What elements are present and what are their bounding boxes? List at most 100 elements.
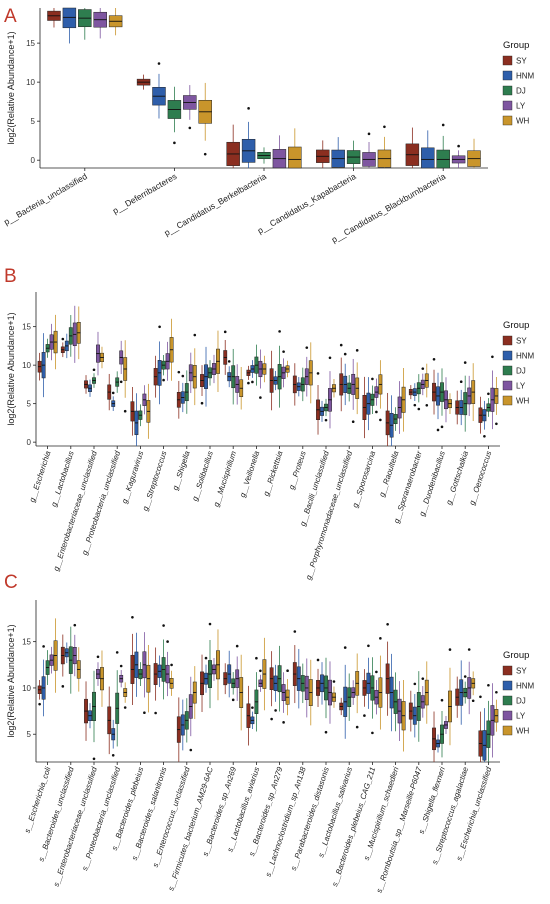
outlier-point xyxy=(343,352,347,356)
box-hnm xyxy=(366,644,371,709)
box-wh xyxy=(378,360,383,422)
outlier-point xyxy=(193,333,197,337)
box-dj xyxy=(463,675,468,704)
outlier-point xyxy=(181,374,185,378)
box-dj xyxy=(231,672,236,702)
box-ly xyxy=(374,670,379,715)
box-dj xyxy=(436,123,450,169)
box-hnm xyxy=(41,333,46,398)
box-dj xyxy=(324,657,328,734)
box-dj xyxy=(45,650,50,686)
x-tick-label: g__Streptococcus xyxy=(141,450,169,512)
outlier-point xyxy=(293,630,297,633)
panel-letter-b: B xyxy=(4,266,17,287)
legend-swatch-dj xyxy=(502,85,513,96)
box-wh xyxy=(216,330,220,392)
legend-swatch-ly xyxy=(502,380,513,391)
legend-label-sy: SY xyxy=(516,57,527,66)
outlier-point xyxy=(92,757,96,761)
box-dj xyxy=(486,683,491,762)
outlier-point xyxy=(363,714,366,717)
box-ly xyxy=(467,375,472,417)
legend-swatch-hnm xyxy=(502,350,513,361)
box-hnm xyxy=(134,393,139,446)
box-ly xyxy=(304,658,309,718)
outlier-point xyxy=(259,396,262,399)
box-hnm xyxy=(343,352,348,406)
box-body xyxy=(288,146,302,169)
box-hnm xyxy=(88,379,92,397)
box-sy xyxy=(176,697,181,762)
box-ly xyxy=(451,144,466,168)
box-sy xyxy=(408,385,413,400)
box-wh xyxy=(198,82,212,156)
legend-label-sy: SY xyxy=(516,667,527,676)
box-ly xyxy=(397,681,402,742)
box-sy xyxy=(339,343,344,412)
box-hnm xyxy=(296,377,301,397)
box-ly xyxy=(258,669,263,692)
y-tick-label: 5 xyxy=(27,400,32,409)
x-tick-label: g__Kaguravirus xyxy=(120,450,145,505)
box-dj xyxy=(416,374,421,411)
legend-label-hnm: HNM xyxy=(516,352,535,361)
outlier-point xyxy=(386,622,389,626)
x-tick-label: g__Enterobacteriaceae_unclassified xyxy=(51,449,99,572)
box-ly xyxy=(142,385,147,415)
outlier-point xyxy=(111,391,115,395)
outlier-point xyxy=(467,648,471,651)
box-hnm xyxy=(273,664,278,712)
outlier-point xyxy=(305,346,309,349)
box-dj xyxy=(416,671,421,742)
outlier-point xyxy=(355,725,359,729)
outlier-point xyxy=(61,685,65,688)
box-ly xyxy=(258,349,263,399)
box-wh xyxy=(285,669,290,716)
box-hnm xyxy=(134,632,139,697)
box-sy xyxy=(405,127,420,168)
x-tick-label: g__Porphyromonadaceae_unclassified xyxy=(304,449,354,581)
box-wh xyxy=(262,355,267,383)
box-dj xyxy=(254,344,259,386)
outlier-point xyxy=(448,648,452,651)
outlier-point xyxy=(227,360,231,363)
outlier-point xyxy=(200,401,204,405)
outlier-point xyxy=(177,370,181,374)
box-sy xyxy=(316,140,330,168)
box-dj xyxy=(346,140,361,168)
box-ly xyxy=(420,367,425,396)
box-sy xyxy=(269,651,274,721)
box-sy xyxy=(246,365,251,385)
box-wh xyxy=(332,378,336,398)
box-dj xyxy=(370,377,375,415)
box-wh xyxy=(424,363,429,407)
box-ly xyxy=(212,354,216,384)
box-dj xyxy=(68,626,73,694)
x-tick-label: g__Proteus xyxy=(287,450,308,491)
box-wh xyxy=(108,8,123,36)
box-ly xyxy=(119,340,124,384)
outlier-point xyxy=(115,651,119,654)
outlier-point xyxy=(270,717,273,721)
box-hnm xyxy=(436,734,440,753)
box-hnm xyxy=(459,380,464,426)
outlier-point xyxy=(123,706,127,709)
box-sy xyxy=(60,634,65,688)
panel-b-plot: 0 5 10 15 log2(Relative Abundance+1) g__Esche… xyxy=(6,292,500,581)
outlier-point xyxy=(417,407,421,411)
outlier-point xyxy=(154,711,157,715)
box-dj xyxy=(184,698,189,743)
box-hnm xyxy=(250,360,255,384)
outlier-point xyxy=(355,349,359,352)
box-ly xyxy=(374,378,379,414)
box-dj xyxy=(167,86,182,145)
legend-panel-a: Group SY HNM DJ LY WH xyxy=(502,40,535,126)
x-tick-label: g__Raoultella xyxy=(377,449,400,498)
outlier-point xyxy=(367,644,370,648)
outlier-point xyxy=(251,380,254,384)
outlier-point xyxy=(425,403,429,407)
box-wh xyxy=(332,680,336,708)
box-ly xyxy=(96,331,100,376)
outlier-point xyxy=(123,409,127,413)
